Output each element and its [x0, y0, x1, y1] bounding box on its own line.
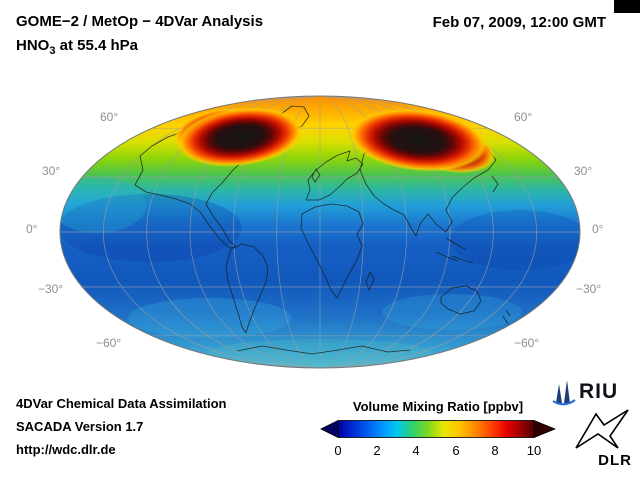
dlr-logo-text: DLR — [598, 452, 632, 469]
lat-label-60n-left: 60° — [100, 110, 119, 124]
colorbar — [320, 419, 556, 439]
colorbar-tick-0: 0 — [334, 443, 342, 458]
corner-box — [614, 0, 640, 13]
footer-line-assimilation: 4DVar Chemical Data Assimilation — [16, 396, 227, 411]
lat-label-30n-right: 30° — [574, 164, 593, 178]
colorbar-title: Volume Mixing Ratio [ppbv] — [352, 399, 524, 414]
species-name: HNO — [16, 37, 50, 54]
colorbar-tick-10: 10 — [526, 443, 542, 458]
lat-label-30s-right: −30° — [576, 282, 602, 296]
plot-title: GOME−2 / MetOp − 4DVar Analysis — [16, 13, 264, 30]
continent-outlines — [134, 105, 511, 355]
hotspot-north-america — [176, 107, 304, 167]
colorbar-underflow-arrow — [320, 419, 339, 439]
colorbar-tick-4: 4 — [412, 443, 420, 458]
lat-label-60s-left: −60° — [96, 336, 122, 350]
riu-cathedral-icon — [552, 380, 576, 406]
lat-label-eq-right: 0° — [592, 222, 604, 236]
plot-datetime: Feb 07, 2009, 12:00 GMT — [432, 14, 606, 31]
riu-logo-text: RIU — [579, 380, 619, 403]
footer-line-version: SACADA Version 1.7 — [16, 419, 144, 434]
colorbar-tick-2: 2 — [373, 443, 381, 458]
lat-label-eq-left: 0° — [26, 222, 38, 236]
lat-label-60n-right: 60° — [514, 110, 533, 124]
species-level: at 55.4 hPa — [55, 37, 139, 54]
colorbar-gradient — [337, 420, 535, 438]
map-rim — [59, 95, 581, 369]
dlr-wing-icon — [575, 409, 629, 449]
species-subscript: 3 — [49, 45, 56, 57]
riu-logo: RIU — [552, 376, 636, 408]
plot-subtitle: HNO3 at 55.4 hPa — [16, 37, 138, 57]
lat-label-30n-left: 30° — [42, 164, 61, 178]
hotspot-eurasia — [348, 108, 488, 172]
lat-label-60s-right: −60° — [514, 336, 540, 350]
lat-label-30s-left: −30° — [38, 282, 64, 296]
dlr-logo: DLR — [572, 408, 636, 472]
footer-line-url: http://wdc.dlr.de — [16, 442, 116, 457]
hotspots — [173, 107, 496, 174]
colorbar-tick-6: 6 — [452, 443, 460, 458]
colorbar-overflow-arrow — [533, 419, 556, 439]
colorbar-tick-8: 8 — [491, 443, 499, 458]
